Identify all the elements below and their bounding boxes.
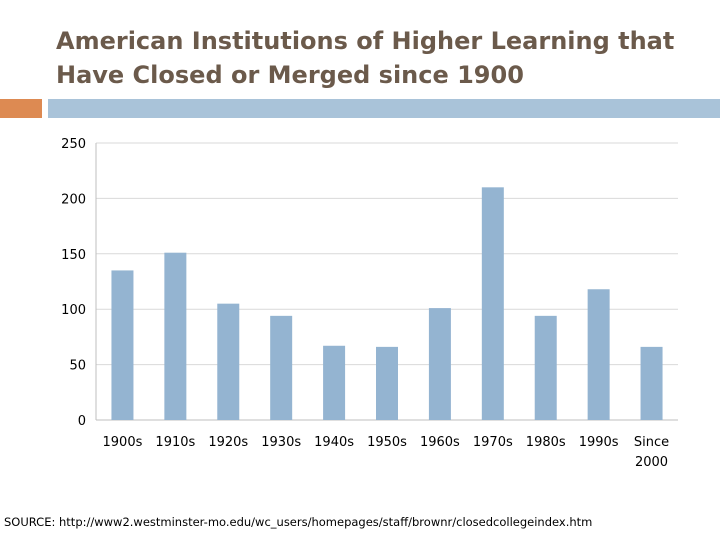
y-tick-label: 50 <box>69 359 86 374</box>
bar <box>428 308 451 420</box>
x-category-label: 1980s <box>526 435 566 450</box>
slide-title-line-1: American Institutions of Higher Learning… <box>56 27 675 55</box>
source-citation: SOURCE: http://www2.westminster-mo.edu/w… <box>4 515 593 529</box>
x-category-label: 1920s <box>208 435 248 450</box>
y-tick-label: 100 <box>61 303 86 318</box>
bar <box>217 303 240 420</box>
x-category-label: 1970s <box>473 435 513 450</box>
bar <box>640 346 663 420</box>
bar <box>587 289 610 420</box>
y-tick-label: 250 <box>61 137 86 152</box>
accent-bar-orange <box>0 99 42 118</box>
slide-title: American Institutions of Higher Learning… <box>56 24 696 92</box>
x-category-label: 1940s <box>314 435 354 450</box>
x-category-label: 1960s <box>420 435 460 450</box>
y-tick-label: 200 <box>61 192 86 207</box>
bar <box>270 315 293 420</box>
bar <box>164 252 187 420</box>
bar <box>323 345 346 420</box>
x-category-label: 1990s <box>579 435 619 450</box>
slide-title-line-2: Have Closed or Merged since 1900 <box>56 61 524 89</box>
y-tick-label: 150 <box>61 248 86 263</box>
bar <box>481 187 504 420</box>
x-category-label: 1950s <box>367 435 407 450</box>
x-category-label: 1930s <box>261 435 301 450</box>
x-category-label: 1910s <box>155 435 195 450</box>
bar-chart: 0 50 100 150 200 250 1900s 1910s 1920s 1930s 1940s… <box>61 137 678 470</box>
x-category-label: 2000 <box>635 455 668 470</box>
bar <box>534 315 557 420</box>
x-category-label: Since <box>634 435 669 450</box>
x-category-label: 1900s <box>103 435 143 450</box>
bar <box>111 270 134 420</box>
y-tick-label: 0 <box>78 414 86 429</box>
accent-bar-blue <box>48 99 720 118</box>
bar <box>376 346 398 420</box>
